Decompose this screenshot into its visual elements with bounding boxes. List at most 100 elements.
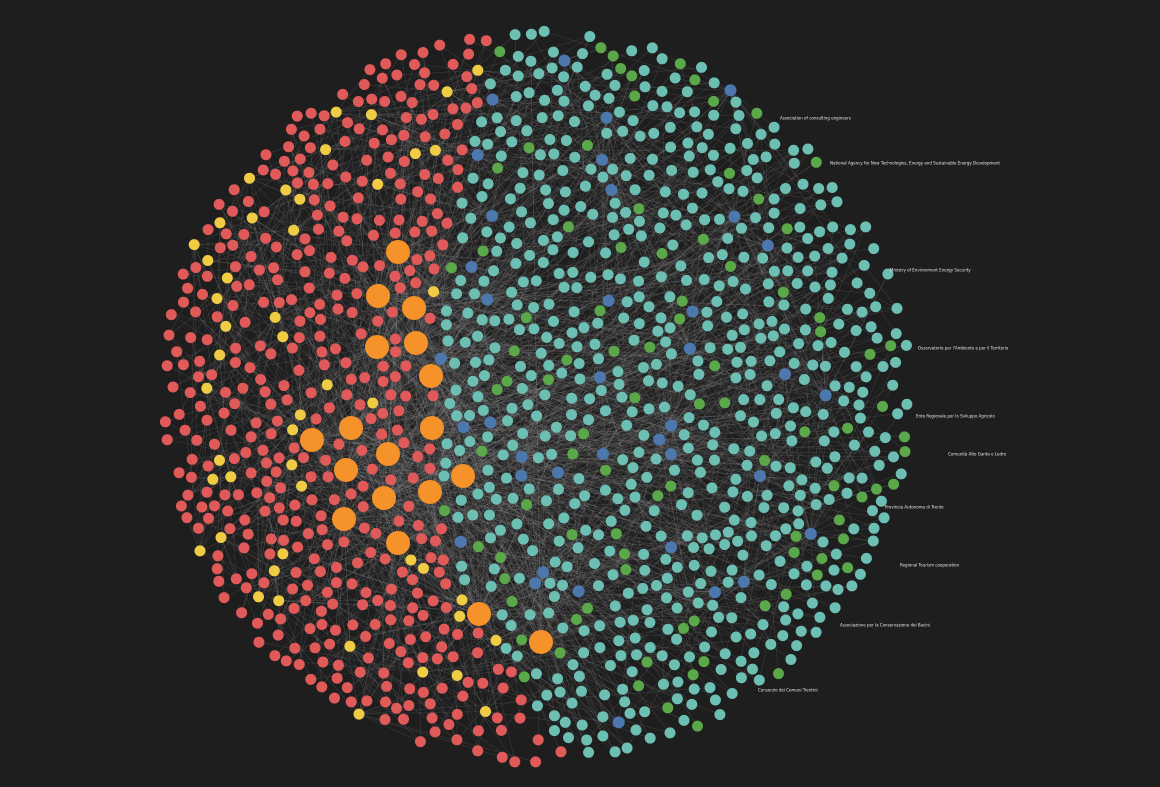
graph-node-green[interactable] bbox=[838, 533, 849, 545]
graph-node-red[interactable] bbox=[424, 250, 436, 262]
graph-node-teal[interactable] bbox=[722, 526, 734, 538]
graph-node-teal[interactable] bbox=[533, 169, 545, 181]
graph-node-red[interactable] bbox=[213, 198, 225, 210]
graph-node-teal[interactable] bbox=[451, 410, 463, 422]
graph-node-teal[interactable] bbox=[643, 403, 655, 415]
graph-node-red[interactable] bbox=[315, 605, 327, 617]
graph-node-orange-hub[interactable] bbox=[386, 531, 410, 555]
graph-node-orange-hub[interactable] bbox=[332, 507, 356, 531]
graph-node-red[interactable] bbox=[175, 500, 187, 512]
graph-node-teal[interactable] bbox=[820, 580, 832, 592]
graph-node-teal[interactable] bbox=[651, 580, 662, 591]
graph-node-teal[interactable] bbox=[655, 271, 667, 283]
graph-node-teal[interactable] bbox=[601, 127, 613, 139]
graph-node-green[interactable] bbox=[620, 564, 632, 576]
graph-node-teal[interactable] bbox=[563, 732, 574, 744]
graph-node-teal[interactable] bbox=[730, 372, 742, 384]
graph-node-teal[interactable] bbox=[741, 459, 753, 471]
graph-node-teal[interactable] bbox=[638, 548, 650, 560]
graph-node-teal[interactable] bbox=[648, 505, 660, 517]
graph-node-teal[interactable] bbox=[449, 357, 461, 369]
graph-node-teal[interactable] bbox=[788, 157, 800, 169]
graph-node-teal[interactable] bbox=[566, 409, 577, 421]
graph-node-teal[interactable] bbox=[714, 709, 726, 721]
graph-node-teal[interactable] bbox=[784, 462, 796, 474]
graph-node-blue[interactable] bbox=[471, 149, 484, 161]
graph-node-teal[interactable] bbox=[477, 404, 489, 416]
graph-node-teal[interactable] bbox=[854, 568, 866, 580]
graph-node-green[interactable] bbox=[662, 702, 674, 714]
graph-node-red[interactable] bbox=[412, 186, 424, 198]
graph-node-teal[interactable] bbox=[650, 453, 662, 465]
graph-node-red[interactable] bbox=[303, 282, 315, 294]
graph-node-green[interactable] bbox=[899, 446, 911, 458]
graph-node-teal[interactable] bbox=[511, 238, 523, 249]
graph-node-teal[interactable] bbox=[661, 592, 672, 604]
graph-node-green[interactable] bbox=[816, 553, 828, 564]
graph-node-teal[interactable] bbox=[525, 28, 537, 40]
graph-node-red[interactable] bbox=[451, 734, 463, 746]
graph-node-teal[interactable] bbox=[782, 265, 794, 277]
graph-node-teal[interactable] bbox=[656, 377, 668, 389]
graph-node-red[interactable] bbox=[173, 467, 185, 479]
graph-node-teal[interactable] bbox=[730, 96, 742, 108]
graph-node-red[interactable] bbox=[329, 692, 340, 704]
graph-node-yellow[interactable] bbox=[418, 562, 429, 574]
graph-node-red[interactable] bbox=[277, 514, 289, 526]
graph-node-red[interactable] bbox=[385, 614, 397, 626]
graph-node-teal[interactable] bbox=[561, 561, 573, 573]
graph-node-teal[interactable] bbox=[512, 50, 524, 62]
graph-node-teal[interactable] bbox=[851, 277, 863, 289]
graph-node-teal[interactable] bbox=[888, 451, 899, 463]
graph-node-red[interactable] bbox=[264, 548, 276, 560]
graph-node-teal[interactable] bbox=[552, 110, 564, 122]
graph-node-teal[interactable] bbox=[726, 688, 738, 699]
graph-node-teal[interactable] bbox=[860, 371, 872, 383]
graph-node-teal[interactable] bbox=[576, 719, 588, 731]
graph-node-red[interactable] bbox=[452, 119, 463, 130]
graph-node-red[interactable] bbox=[379, 553, 391, 565]
graph-node-red[interactable] bbox=[305, 471, 317, 483]
graph-node-teal[interactable] bbox=[867, 535, 879, 547]
graph-node-red[interactable] bbox=[381, 680, 393, 692]
graph-node-teal[interactable] bbox=[550, 421, 562, 433]
graph-node-teal[interactable] bbox=[580, 524, 592, 536]
graph-node-red[interactable] bbox=[220, 228, 232, 240]
graph-node-teal[interactable] bbox=[467, 172, 479, 184]
graph-node-teal[interactable] bbox=[735, 341, 746, 353]
graph-node-teal[interactable] bbox=[511, 518, 523, 530]
graph-node-yellow[interactable] bbox=[215, 532, 227, 543]
graph-node-orange-hub[interactable] bbox=[418, 480, 442, 504]
graph-node-teal[interactable] bbox=[553, 338, 565, 349]
graph-node-teal[interactable] bbox=[854, 412, 866, 424]
graph-node-red[interactable] bbox=[238, 229, 250, 240]
graph-node-red[interactable] bbox=[382, 151, 394, 163]
graph-node-red[interactable] bbox=[278, 380, 290, 392]
graph-node-teal[interactable] bbox=[812, 340, 824, 352]
graph-node-teal[interactable] bbox=[510, 91, 522, 102]
graph-node-teal[interactable] bbox=[572, 542, 584, 554]
graph-node-red[interactable] bbox=[194, 355, 206, 367]
graph-node-red[interactable] bbox=[232, 489, 244, 501]
graph-node-teal[interactable] bbox=[628, 334, 640, 346]
graph-node-red[interactable] bbox=[315, 510, 327, 522]
graph-node-teal[interactable] bbox=[553, 483, 564, 495]
graph-node-red[interactable] bbox=[497, 682, 509, 694]
graph-node-teal[interactable] bbox=[661, 101, 673, 113]
graph-node-red[interactable] bbox=[404, 683, 416, 695]
graph-node-red[interactable] bbox=[283, 141, 295, 153]
graph-node-red[interactable] bbox=[377, 376, 389, 387]
graph-node-red[interactable] bbox=[314, 123, 326, 135]
graph-node-blue[interactable] bbox=[434, 352, 447, 365]
graph-node-green[interactable] bbox=[477, 245, 489, 257]
graph-node-teal[interactable] bbox=[821, 462, 833, 474]
graph-node-red[interactable] bbox=[163, 329, 175, 341]
graph-node-teal[interactable] bbox=[513, 572, 525, 584]
graph-node-red[interactable] bbox=[322, 539, 333, 551]
graph-node-teal[interactable] bbox=[485, 580, 497, 592]
graph-node-teal[interactable] bbox=[781, 242, 793, 254]
graph-node-teal[interactable] bbox=[753, 674, 765, 686]
graph-node-teal[interactable] bbox=[696, 532, 708, 544]
graph-node-teal[interactable] bbox=[841, 487, 853, 499]
graph-node-red[interactable] bbox=[211, 563, 223, 575]
